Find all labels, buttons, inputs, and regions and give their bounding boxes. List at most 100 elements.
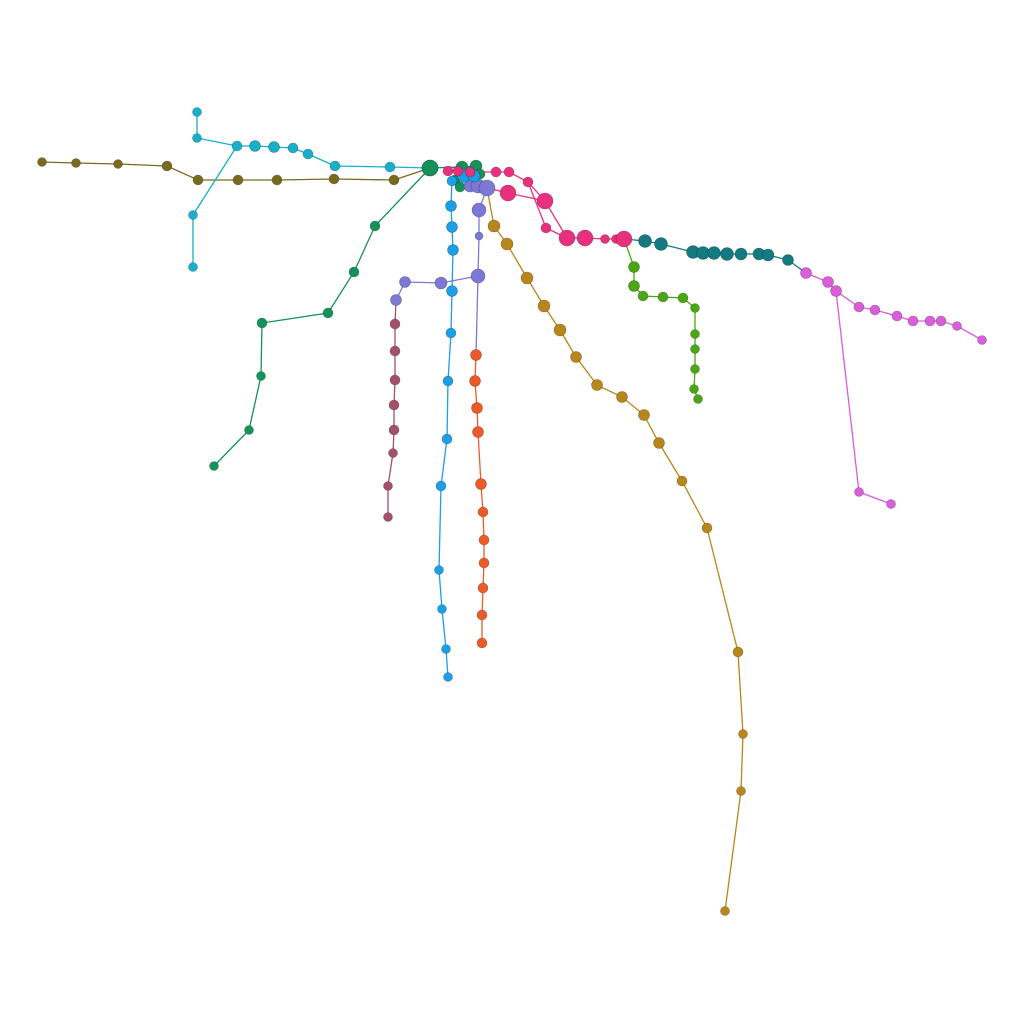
- forest-green-station-node-0: [421, 159, 439, 177]
- pink-station-node-9: [558, 229, 576, 247]
- blue-station-node-9: [441, 433, 453, 445]
- cyan-station-node-9: [188, 210, 198, 220]
- maroon-station-node-0: [389, 318, 401, 330]
- orange-red-line-segment-0: [474, 354, 485, 643]
- lime-green-station-node-8: [690, 364, 700, 374]
- olive-station-node-9: [37, 157, 47, 167]
- pink-station-node-11: [600, 234, 610, 244]
- blue-station-node-2: [446, 175, 458, 187]
- golden-station-node-4: [553, 323, 567, 337]
- cyan-station-node-3: [287, 142, 299, 154]
- orange-red-station-node-6: [478, 534, 490, 546]
- cyan-station-node-7: [192, 133, 202, 143]
- cyan-station-node-4: [268, 141, 280, 153]
- pink-station-node-8: [540, 222, 552, 234]
- golden-station-node-1: [500, 237, 514, 251]
- lime-green-station-node-2: [637, 290, 649, 302]
- olive-station-node-1: [388, 174, 400, 186]
- violet-station-node-5: [891, 310, 903, 322]
- blue-station-node-6: [446, 285, 458, 297]
- orange-red-station-node-2: [471, 402, 483, 414]
- cyan-station-node-1: [329, 160, 341, 172]
- golden-station-node-14: [736, 786, 746, 796]
- violet-station-node-2: [830, 285, 842, 297]
- maroon-station-node-7: [383, 512, 393, 522]
- lime-green-station-node-3: [657, 291, 669, 303]
- golden-station-node-10: [676, 475, 688, 487]
- violet-station-node-4: [869, 304, 881, 316]
- violet-station-node-9: [952, 321, 962, 331]
- blue-station-node-8: [442, 375, 454, 387]
- purple-station-node-6: [434, 276, 448, 290]
- purple-station-node-8: [390, 294, 402, 306]
- cyan-station-node-0: [384, 161, 396, 173]
- violet-station-node-12: [886, 499, 896, 509]
- lime-green-station-node-9: [689, 384, 699, 394]
- violet-station-node-7: [924, 315, 936, 327]
- purple-station-node-5: [470, 268, 486, 284]
- violet-station-node-10: [977, 335, 987, 345]
- blue-station-node-14: [443, 672, 453, 682]
- purple-station-node-3: [471, 202, 487, 218]
- orange-red-station-node-0: [470, 349, 482, 361]
- lime-green-station-node-4: [677, 292, 689, 304]
- nodes-layer: [37, 107, 987, 916]
- teal-station-node-5: [720, 247, 734, 261]
- pink-station-node-10: [576, 229, 594, 247]
- golden-station-node-2: [520, 271, 534, 285]
- golden-station-node-11: [701, 522, 713, 534]
- forest-green-line-segment-0: [213, 167, 431, 467]
- blue-station-node-12: [437, 604, 447, 614]
- forest-green-station-node-5: [256, 371, 266, 381]
- olive-station-node-8: [71, 158, 81, 168]
- orange-red-station-node-9: [476, 609, 488, 621]
- violet-station-node-0: [800, 267, 812, 279]
- orange-red-station-node-5: [477, 506, 489, 518]
- pink-station-node-3: [490, 166, 502, 178]
- edges-layer: [41, 112, 983, 912]
- violet-station-node-3: [853, 301, 865, 313]
- orange-red-station-node-7: [478, 557, 490, 569]
- forest-green-station-node-4: [256, 317, 268, 329]
- maroon-station-node-1: [389, 345, 401, 357]
- forest-green-station-node-6: [244, 425, 254, 435]
- cyan-station-node-6: [231, 140, 243, 152]
- violet-station-node-8: [935, 315, 947, 327]
- golden-station-node-7: [616, 391, 628, 403]
- cyan-station-node-8: [192, 107, 202, 117]
- forest-green-station-node-2: [348, 266, 360, 278]
- golden-station-node-9: [653, 437, 665, 449]
- violet-station-node-11: [854, 487, 864, 497]
- maroon-station-node-5: [388, 448, 398, 458]
- pink-station-node-1: [452, 165, 464, 177]
- blue-station-node-4: [446, 221, 458, 233]
- golden-station-node-0: [487, 219, 501, 233]
- forest-green-station-node-1: [369, 220, 381, 232]
- teal-station-node-4: [707, 246, 721, 260]
- orange-red-station-node-4: [475, 478, 487, 490]
- golden-station-node-5: [570, 351, 582, 363]
- violet-station-node-6: [907, 315, 919, 327]
- forest-green-station-node-7: [209, 461, 219, 471]
- violet-station-node-1: [822, 276, 834, 288]
- golden-station-node-8: [638, 409, 650, 421]
- blue-station-node-7: [445, 327, 457, 339]
- golden-station-node-13: [738, 729, 748, 739]
- teal-station-node-9: [782, 254, 794, 266]
- lime-green-station-node-1: [628, 280, 640, 292]
- maroon-station-node-3: [388, 399, 400, 411]
- maroon-station-node-4: [388, 424, 400, 436]
- teal-station-node-1: [654, 237, 668, 251]
- blue-station-node-10: [435, 480, 447, 492]
- purple-line-segment-1: [475, 275, 479, 356]
- cyan-station-node-2: [302, 148, 314, 160]
- lime-green-station-node-7: [690, 344, 700, 354]
- lime-green-station-node-6: [690, 329, 700, 339]
- golden-station-node-12: [732, 646, 744, 658]
- orange-red-station-node-1: [469, 375, 481, 387]
- olive-station-node-5: [192, 174, 204, 186]
- olive-station-node-2: [328, 173, 340, 185]
- blue-station-node-3: [445, 200, 457, 212]
- purple-station-node-2: [478, 179, 496, 197]
